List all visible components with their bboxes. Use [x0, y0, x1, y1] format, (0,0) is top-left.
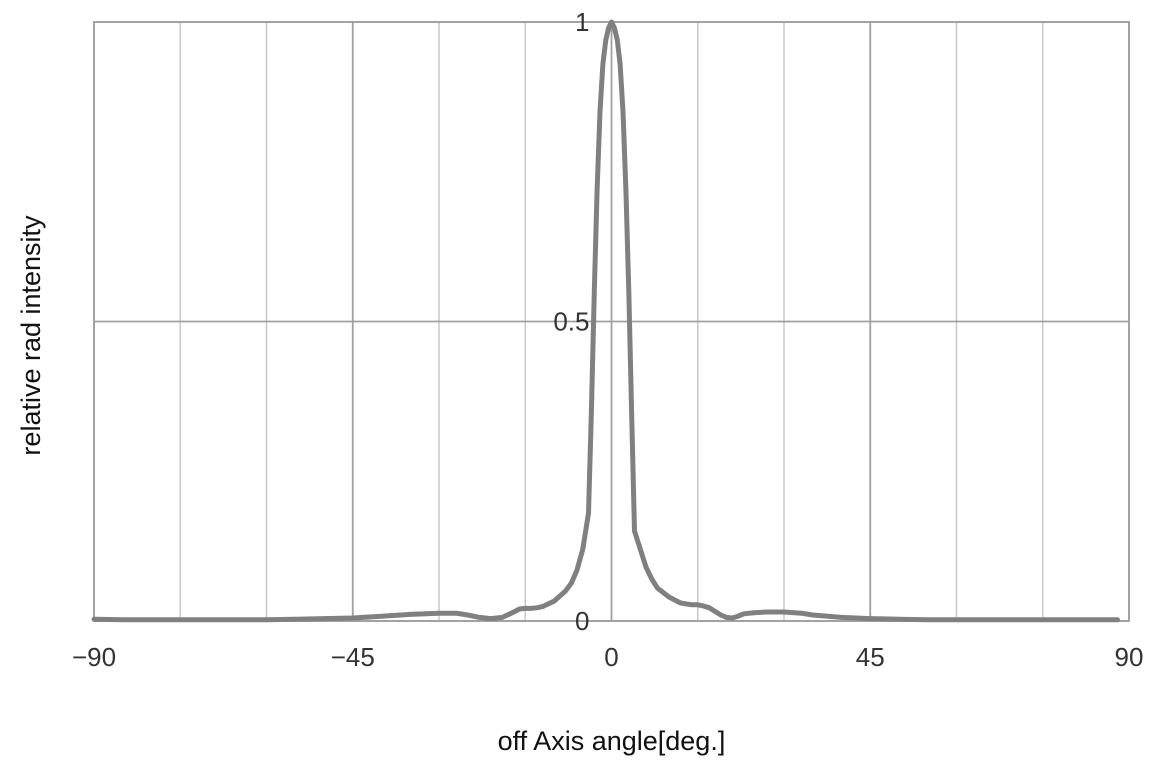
y-axis-title: relative rad intensity: [16, 215, 46, 456]
intensity-curve: [91, 19, 1120, 623]
y-axis-tick-labels: 00.51: [553, 7, 589, 636]
x-axis-title: off Axis angle[deg.]: [498, 726, 726, 756]
x-tick-label: 45: [856, 642, 885, 672]
y-tick-label: 0: [575, 606, 589, 636]
x-axis-tick-labels: −90 −45 0 45 90: [72, 642, 1144, 672]
x-tick-label: 90: [1115, 642, 1144, 672]
x-tick-label: −45: [331, 642, 375, 672]
y-tick-label: 0.5: [553, 307, 589, 337]
y-tick-label: 1: [575, 7, 589, 37]
x-tick-label: 0: [604, 642, 618, 672]
series-group: [91, 19, 1120, 623]
grid: [93, 21, 1130, 622]
x-tick-label: −90: [72, 642, 116, 672]
